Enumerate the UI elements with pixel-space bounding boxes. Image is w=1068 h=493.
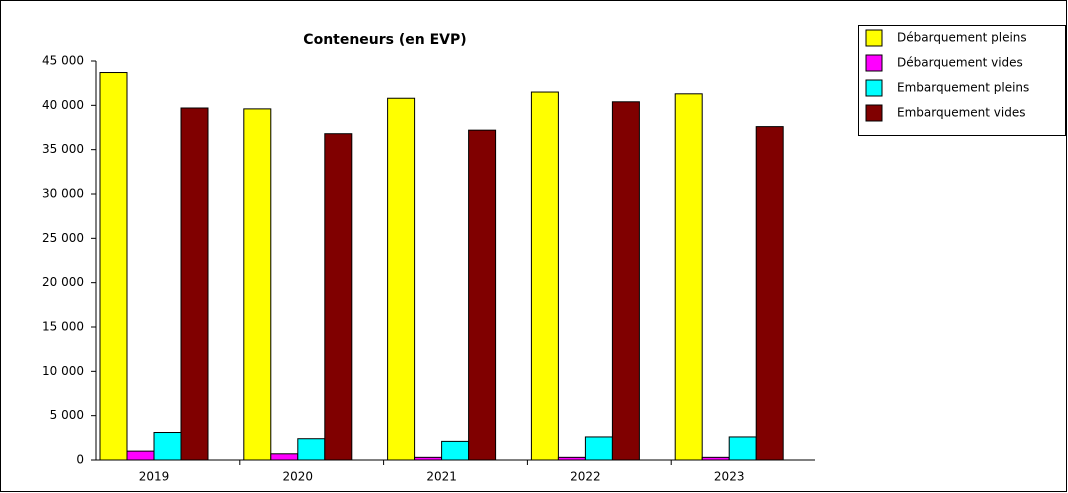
x-tick-label: 2022 — [570, 470, 601, 484]
legend-label: Débarquement pleins — [897, 31, 1027, 45]
bar — [468, 129, 497, 461]
y-tick-label: 35 000 — [42, 142, 84, 156]
bar — [99, 72, 128, 461]
y-tick-label: 5 000 — [50, 408, 84, 422]
bar — [755, 126, 784, 461]
bar — [243, 108, 272, 461]
bar — [153, 432, 182, 461]
x-tick-label: 2023 — [714, 470, 745, 484]
y-tick-label: 40 000 — [42, 98, 84, 112]
bar — [180, 107, 209, 461]
chart-title: Conteneurs (en EVP) — [303, 32, 466, 48]
legend-swatch — [865, 54, 883, 72]
bar — [674, 93, 703, 461]
y-tick-label: 15 000 — [42, 320, 84, 334]
bar — [584, 436, 613, 461]
x-tick-label: 2019 — [139, 470, 170, 484]
bar — [324, 133, 353, 461]
bar — [441, 440, 470, 461]
y-tick-label: 20 000 — [42, 275, 84, 289]
legend — [858, 25, 1066, 136]
y-tick-label: 25 000 — [42, 231, 84, 245]
legend-swatch — [865, 104, 883, 122]
legend-label: Débarquement vides — [897, 56, 1023, 70]
y-tick-label: 45 000 — [42, 54, 84, 68]
bar — [530, 91, 559, 461]
x-tick-label: 2021 — [426, 470, 457, 484]
bar — [126, 450, 155, 461]
legend-label: Embarquement pleins — [897, 81, 1029, 95]
legend-label: Embarquement vides — [897, 106, 1025, 120]
y-tick-label: 10 000 — [42, 364, 84, 378]
x-tick-label: 2020 — [283, 470, 314, 484]
legend-swatch — [865, 29, 883, 47]
legend-swatch — [865, 79, 883, 97]
bar — [297, 438, 326, 461]
y-tick-label: 0 — [76, 453, 84, 467]
bar — [270, 453, 299, 461]
bar — [611, 101, 640, 461]
bar — [728, 436, 757, 461]
y-tick-label: 30 000 — [42, 187, 84, 201]
bar — [387, 97, 416, 461]
